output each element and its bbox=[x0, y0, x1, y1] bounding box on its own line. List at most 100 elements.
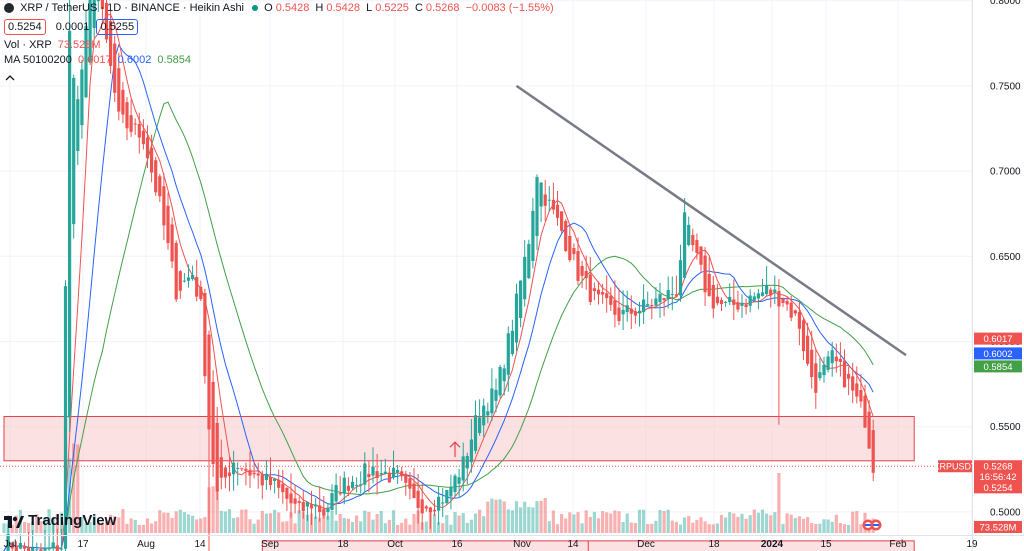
candle-body bbox=[154, 160, 158, 193]
candle-body bbox=[847, 373, 851, 379]
candle-body bbox=[699, 246, 703, 265]
volume-bar bbox=[715, 523, 719, 533]
candle-body bbox=[109, 21, 113, 66]
high-label: H bbox=[315, 2, 324, 14]
candle-body bbox=[96, 0, 100, 2]
settings-flag-icon[interactable] bbox=[862, 518, 874, 531]
volume-bar bbox=[785, 513, 789, 533]
candle-body bbox=[174, 242, 178, 300]
candle-body bbox=[523, 256, 527, 300]
volume-bar bbox=[35, 514, 39, 533]
candle-body bbox=[318, 505, 322, 513]
volume-bar bbox=[490, 498, 494, 533]
candle-body bbox=[806, 335, 810, 364]
time-tick-label: 19 bbox=[966, 539, 978, 550]
volume-bar bbox=[223, 511, 227, 533]
candle-body bbox=[633, 311, 637, 316]
candle-body bbox=[178, 271, 182, 291]
candle-body bbox=[195, 277, 199, 297]
volume-bar bbox=[55, 514, 59, 533]
candle-body bbox=[227, 472, 232, 477]
candle-body bbox=[613, 300, 617, 315]
price-tick-label: 0.5000 bbox=[990, 507, 1021, 518]
candle-body bbox=[531, 210, 535, 262]
volume-legend[interactable]: Vol · XRP 73.528M bbox=[4, 38, 104, 52]
candle-body bbox=[158, 176, 162, 197]
candle-body bbox=[711, 284, 715, 309]
volume-bar bbox=[424, 521, 428, 533]
candle-body bbox=[855, 383, 859, 397]
volume-bar bbox=[670, 520, 674, 533]
bid-price-tag-bg bbox=[974, 481, 1022, 494]
volume-bar bbox=[346, 518, 350, 533]
candle-body bbox=[605, 293, 609, 299]
candle-body bbox=[683, 212, 687, 278]
candle-body bbox=[18, 542, 22, 549]
candle-body bbox=[760, 292, 765, 296]
time-axis[interactable]: Jul 17 Aug 14 Sep 18 Oct 16 Nov 14 Dec 18 2024 15 Feb 1… bbox=[0, 535, 1024, 551]
ma-legend[interactable]: MA 50100200 0.6017 0.6002 0.5854 bbox=[4, 53, 194, 67]
candle-body bbox=[834, 356, 838, 362]
candle-body bbox=[535, 177, 539, 236]
volume-bar bbox=[248, 519, 252, 533]
volume-bar bbox=[84, 523, 88, 533]
candle-body bbox=[268, 476, 273, 486]
volume-bar bbox=[441, 523, 445, 533]
events-flag-icon[interactable] bbox=[870, 518, 882, 531]
ask-button[interactable]: 0.5255 bbox=[96, 19, 139, 35]
candle-body bbox=[715, 296, 719, 304]
candle-body bbox=[785, 300, 789, 305]
volume-bar bbox=[125, 523, 129, 533]
collapse-legend-icon[interactable] bbox=[5, 70, 15, 81]
volume-bar bbox=[617, 511, 621, 533]
volume-bar bbox=[551, 510, 555, 533]
candle-body bbox=[412, 483, 416, 499]
time-tick-label: 14 bbox=[567, 539, 579, 550]
volume-bar bbox=[601, 511, 605, 533]
bid-button[interactable]: 0.5254 bbox=[4, 19, 46, 35]
volume-bar bbox=[736, 516, 740, 533]
volume-bar bbox=[654, 520, 658, 533]
time-tick-label: 14 bbox=[194, 539, 206, 550]
symbol-tag-bg bbox=[938, 460, 972, 473]
candle-body bbox=[859, 390, 863, 402]
price-tick-label: 0.7500 bbox=[990, 81, 1021, 92]
candle-body bbox=[379, 473, 383, 475]
symbol-title[interactable]: XRP / TetherUS · 1D · BINANCE · Heikin A… bbox=[20, 2, 245, 14]
close-value: 0.5268 bbox=[425, 2, 460, 14]
volume-bar bbox=[560, 513, 564, 533]
symbol-tag-text: XRPUSDT bbox=[933, 462, 977, 472]
candle-body bbox=[141, 130, 145, 145]
volume-bar bbox=[584, 510, 588, 533]
candle-body bbox=[432, 509, 437, 512]
volume-bar bbox=[375, 514, 379, 533]
volume-bar bbox=[10, 524, 14, 533]
candle-body bbox=[564, 221, 568, 251]
candle-body bbox=[728, 296, 732, 302]
volume-bar bbox=[740, 513, 744, 533]
volume-bar bbox=[68, 458, 72, 533]
candle-body bbox=[113, 43, 117, 93]
tradingview-logo[interactable]: TradingView bbox=[4, 512, 116, 529]
volume-bar bbox=[765, 513, 769, 533]
volume-bar bbox=[88, 521, 92, 533]
volume-bar bbox=[211, 486, 215, 533]
volume-bar bbox=[461, 512, 465, 533]
candle-body bbox=[568, 235, 572, 261]
volume-bar bbox=[72, 443, 76, 533]
volume-bar bbox=[92, 515, 96, 533]
volume-bar bbox=[305, 514, 309, 533]
volume-bar bbox=[851, 511, 855, 533]
volume-bar bbox=[359, 521, 363, 533]
candle-body bbox=[473, 415, 478, 451]
volume-bar bbox=[494, 499, 498, 533]
candle-body bbox=[756, 293, 760, 299]
candle-body bbox=[547, 199, 551, 201]
volume-bar bbox=[432, 513, 437, 533]
volume-bar bbox=[473, 513, 478, 533]
low-label: L bbox=[366, 2, 373, 14]
volume-bar bbox=[355, 515, 359, 533]
volume-bar bbox=[178, 509, 182, 533]
volume-bar bbox=[371, 519, 375, 533]
